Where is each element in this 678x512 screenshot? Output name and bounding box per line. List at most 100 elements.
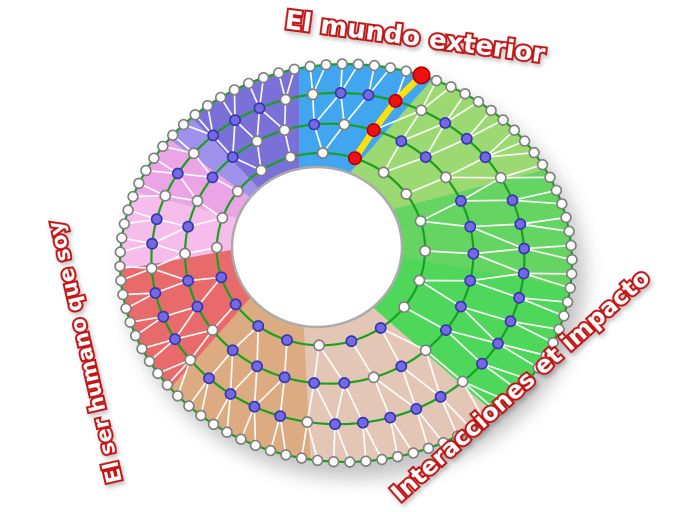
item-node-open[interactable]: [563, 225, 575, 238]
item-node-open[interactable]: [313, 339, 325, 352]
item-node-open[interactable]: [478, 414, 491, 426]
item-node-filled[interactable]: [434, 390, 447, 403]
item-node-open[interactable]: [502, 395, 515, 408]
item-node-open[interactable]: [306, 88, 319, 101]
selected-node[interactable]: [366, 123, 381, 138]
item-node-filled[interactable]: [439, 117, 452, 129]
item-node-filled[interactable]: [274, 410, 287, 422]
item-node-open[interactable]: [561, 296, 574, 308]
item-node-open[interactable]: [235, 433, 247, 445]
item-node-open[interactable]: [437, 436, 449, 449]
selected-node[interactable]: [388, 93, 403, 108]
item-node-filled[interactable]: [464, 274, 477, 287]
item-node-open[interactable]: [143, 355, 156, 367]
item-node-open[interactable]: [376, 453, 388, 466]
item-node-filled[interactable]: [224, 388, 237, 400]
item-node-open[interactable]: [114, 246, 127, 258]
item-node-open[interactable]: [367, 371, 380, 384]
item-node-open[interactable]: [528, 146, 540, 159]
item-node-open[interactable]: [231, 185, 244, 198]
item-node-open[interactable]: [400, 65, 412, 77]
item-node-open[interactable]: [564, 282, 576, 294]
item-node-open[interactable]: [177, 118, 190, 131]
item-node-filled[interactable]: [146, 237, 158, 250]
item-node-open[interactable]: [430, 74, 443, 87]
item-node-open[interactable]: [120, 302, 132, 315]
item-node-open[interactable]: [485, 104, 497, 117]
item-node-open[interactable]: [497, 114, 509, 126]
item-node-filled[interactable]: [518, 242, 530, 255]
item-node-filled[interactable]: [171, 167, 184, 180]
item-node-filled[interactable]: [226, 344, 239, 357]
item-node-filled[interactable]: [454, 194, 467, 207]
item-node-filled[interactable]: [150, 213, 163, 226]
item-node-filled[interactable]: [253, 102, 266, 115]
sector-periwinkle[interactable]: [169, 117, 259, 198]
item-node-open[interactable]: [465, 422, 477, 435]
item-node-open[interactable]: [439, 171, 452, 184]
item-node-filled[interactable]: [492, 337, 504, 350]
sector-slate-purple[interactable]: [191, 68, 300, 189]
item-node-open[interactable]: [288, 63, 300, 76]
item-node-filled[interactable]: [215, 271, 228, 284]
item-node-open[interactable]: [207, 418, 220, 430]
item-node-filled[interactable]: [479, 151, 492, 164]
item-node-filled[interactable]: [464, 220, 477, 233]
item-node-open[interactable]: [415, 104, 428, 117]
item-node-open[interactable]: [243, 77, 255, 90]
item-node-open[interactable]: [301, 416, 314, 428]
item-node-filled[interactable]: [191, 300, 204, 313]
item-node-open[interactable]: [201, 99, 214, 112]
item-node-open[interactable]: [422, 442, 435, 454]
item-node-filled[interactable]: [504, 315, 517, 328]
item-node-open[interactable]: [191, 194, 204, 207]
item-node-open[interactable]: [145, 262, 158, 275]
item-node-open[interactable]: [384, 62, 397, 74]
item-node-open[interactable]: [255, 164, 268, 177]
item-node-open[interactable]: [368, 59, 381, 72]
item-node-open[interactable]: [344, 456, 356, 468]
item-node-open[interactable]: [127, 190, 139, 203]
item-node-filled[interactable]: [476, 357, 488, 370]
item-node-open[interactable]: [558, 310, 570, 322]
item-node-open[interactable]: [115, 274, 127, 287]
item-node-open[interactable]: [122, 204, 134, 216]
item-node-open[interactable]: [398, 301, 410, 313]
item-node-open[interactable]: [316, 147, 329, 159]
item-node-open[interactable]: [377, 166, 390, 179]
item-node-open[interactable]: [311, 454, 324, 467]
item-node-open[interactable]: [565, 268, 578, 280]
item-node-filled[interactable]: [517, 267, 530, 280]
item-node-open[interactable]: [167, 129, 179, 141]
item-node-filled[interactable]: [419, 151, 432, 163]
item-node-open[interactable]: [118, 218, 131, 230]
item-node-open[interactable]: [273, 67, 285, 79]
item-node-open[interactable]: [456, 375, 469, 388]
selected-node[interactable]: [412, 66, 431, 85]
item-node-filled[interactable]: [169, 333, 181, 346]
item-node-open[interactable]: [547, 337, 559, 349]
item-node-open[interactable]: [491, 405, 503, 417]
item-node-open[interactable]: [215, 91, 227, 104]
item-node-open[interactable]: [157, 140, 169, 153]
item-node-filled[interactable]: [229, 298, 242, 311]
item-node-filled[interactable]: [278, 371, 291, 384]
item-node-open[interactable]: [172, 390, 184, 402]
item-node-filled[interactable]: [329, 418, 341, 431]
item-node-filled[interactable]: [410, 402, 423, 415]
item-node-open[interactable]: [187, 147, 200, 160]
item-node-filled[interactable]: [467, 247, 480, 260]
item-node-open[interactable]: [419, 244, 431, 257]
item-node-open[interactable]: [152, 367, 164, 380]
item-node-filled[interactable]: [338, 377, 351, 389]
item-node-open[interactable]: [251, 135, 263, 148]
item-node-open[interactable]: [136, 343, 148, 355]
item-node-filled[interactable]: [182, 274, 194, 287]
item-node-open[interactable]: [179, 247, 191, 260]
item-node-open[interactable]: [249, 439, 262, 452]
item-node-filled[interactable]: [513, 291, 525, 304]
item-node-open[interactable]: [278, 124, 291, 137]
item-node-open[interactable]: [116, 232, 128, 244]
selected-node[interactable]: [347, 151, 362, 166]
item-node-open[interactable]: [124, 316, 136, 328]
